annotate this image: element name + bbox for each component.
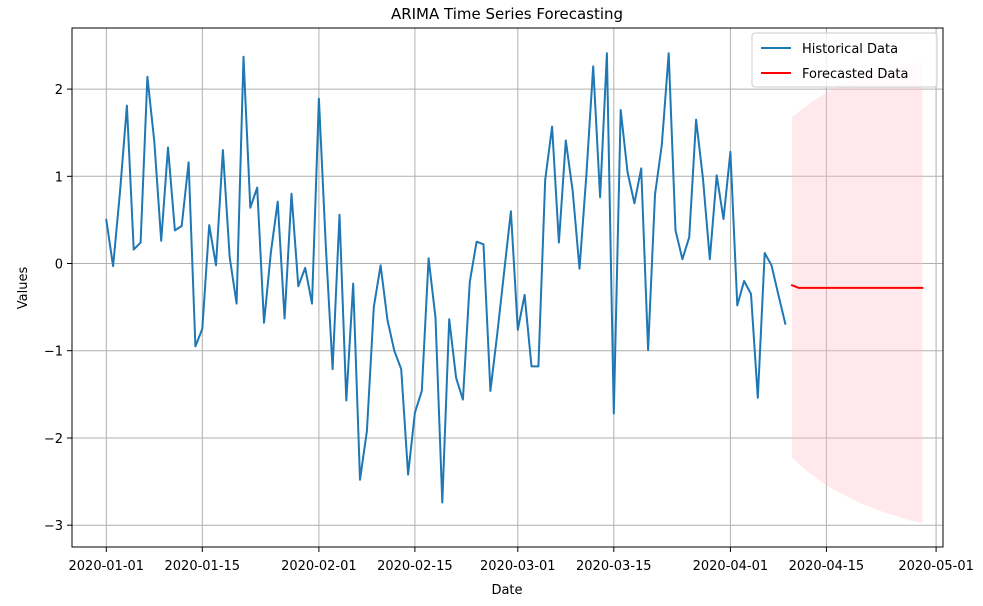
y-tick-label: 2	[55, 83, 63, 98]
x-tick-label: 2020-01-01	[69, 559, 145, 574]
y-tick-label: 0	[55, 258, 63, 273]
y-tick-label: −3	[44, 519, 63, 534]
x-tick-label: 2020-04-01	[693, 559, 769, 574]
y-tick-label: 1	[55, 170, 63, 185]
tick-layer: 2020-01-01 2020-01-15 2020-02-01 2020-02-15…	[44, 83, 974, 574]
forecasted-data-line	[790, 284, 924, 289]
x-tick-label: 2020-05-01	[898, 559, 974, 574]
x-tick-label: 2020-02-01	[281, 559, 357, 574]
chart-title: ARIMA Time Series Forecasting	[391, 5, 623, 23]
plot-frame	[71, 27, 944, 548]
series-layer	[105, 52, 924, 504]
y-tick-label: −2	[44, 432, 63, 447]
historical-data-line	[105, 52, 787, 504]
legend-box	[751, 32, 938, 88]
y-axis-label: Values	[16, 267, 31, 310]
x-tick-label: 2020-04-15	[789, 559, 865, 574]
legend-label-forecast: Forecasted Data	[802, 67, 908, 82]
legend: Historical Data Forecasted Data	[751, 32, 938, 88]
x-tick-label: 2020-02-15	[377, 559, 453, 574]
x-tick-label: 2020-01-15	[165, 559, 241, 574]
legend-label-historical: Historical Data	[802, 42, 898, 57]
x-axis-label: Date	[491, 583, 522, 598]
forecast-confidence-band	[792, 62, 923, 524]
band-layer	[792, 62, 923, 524]
y-tick-label: −1	[44, 345, 63, 360]
x-tick-label: 2020-03-15	[576, 559, 652, 574]
x-tick-label: 2020-03-01	[480, 559, 556, 574]
